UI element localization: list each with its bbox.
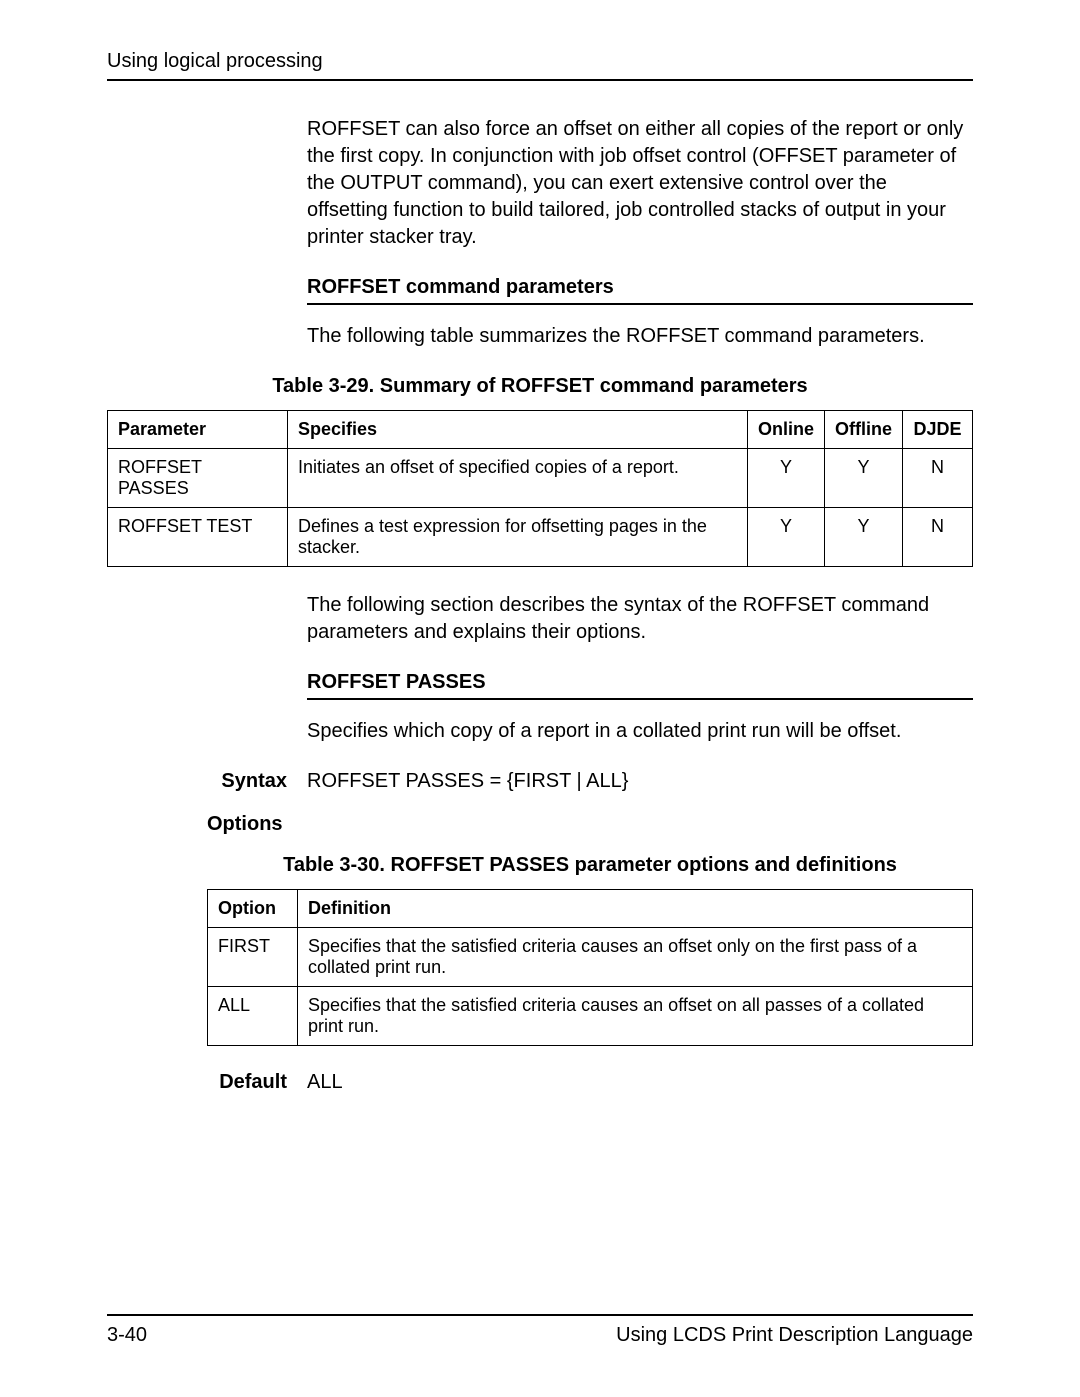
syntax-row: Syntax ROFFSET PASSES = {FIRST | ALL} [107, 770, 973, 793]
section-intro-paragraph: The following table summarizes the ROFFS… [307, 323, 973, 350]
cell: Specifies that the satisfied criteria ca… [298, 928, 973, 987]
cell: N [903, 449, 973, 508]
table-header-row: Parameter Specifies Online Offline DJDE [108, 411, 973, 449]
col-online: Online [747, 411, 824, 449]
cell: Y [747, 508, 824, 567]
col-specifies: Specifies [288, 411, 748, 449]
default-row: Default ALL [107, 1071, 973, 1094]
table-row: FIRST Specifies that the satisfied crite… [208, 928, 973, 987]
table-row: ROFFSET TEST Defines a test expression f… [108, 508, 973, 567]
table-header-row: Option Definition [208, 890, 973, 928]
cell: Y [747, 449, 824, 508]
cell: Y [825, 449, 903, 508]
after-table-paragraph: The following section describes the synt… [307, 592, 973, 646]
cell: ALL [208, 987, 298, 1046]
table-roffset-summary: Parameter Specifies Online Offline DJDE … [107, 410, 973, 567]
section-heading-roffset-passes: ROFFSET PASSES [307, 671, 973, 700]
cell: ROFFSET PASSES [108, 449, 288, 508]
section-heading-roffset-params: ROFFSET command parameters [307, 276, 973, 305]
col-offline: Offline [825, 411, 903, 449]
col-parameter: Parameter [108, 411, 288, 449]
table-caption-330: Table 3-30. ROFFSET PASSES parameter opt… [207, 854, 973, 877]
cell: Specifies that the satisfied criteria ca… [298, 987, 973, 1046]
default-value: ALL [307, 1071, 973, 1094]
options-label: Options [207, 813, 973, 836]
syntax-value: ROFFSET PASSES = {FIRST | ALL} [307, 770, 973, 793]
cell: ROFFSET TEST [108, 508, 288, 567]
col-definition: Definition [298, 890, 973, 928]
syntax-label: Syntax [107, 770, 307, 793]
table-row: ALL Specifies that the satisfied criteri… [208, 987, 973, 1046]
cell: FIRST [208, 928, 298, 987]
footer-title: Using LCDS Print Description Language [616, 1324, 973, 1347]
cell: Y [825, 508, 903, 567]
table-row: ROFFSET PASSES Initiates an offset of sp… [108, 449, 973, 508]
cell: N [903, 508, 973, 567]
table-roffset-passes-options: Option Definition FIRST Specifies that t… [207, 889, 973, 1046]
col-djde: DJDE [903, 411, 973, 449]
page-footer: 3-40 Using LCDS Print Description Langua… [107, 1314, 973, 1347]
cell: Initiates an offset of specified copies … [288, 449, 748, 508]
cell: Defines a test expression for offsetting… [288, 508, 748, 567]
running-header: Using logical processing [107, 50, 973, 81]
page-number: 3-40 [107, 1324, 147, 1347]
roffset-passes-paragraph: Specifies which copy of a report in a co… [307, 718, 973, 745]
intro-paragraph: ROFFSET can also force an offset on eith… [307, 116, 973, 251]
default-label: Default [107, 1071, 307, 1094]
col-option: Option [208, 890, 298, 928]
table-caption-329: Table 3-29. Summary of ROFFSET command p… [107, 375, 973, 398]
